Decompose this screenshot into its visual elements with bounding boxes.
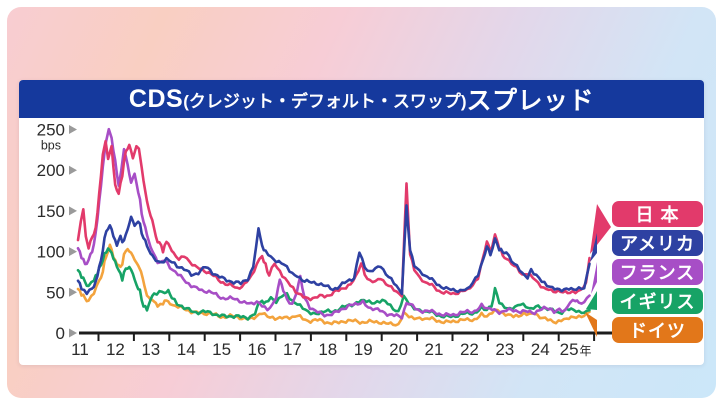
svg-text:15: 15 xyxy=(212,340,231,359)
svg-text:13: 13 xyxy=(141,340,160,359)
series-lines xyxy=(76,127,591,327)
line-フランス xyxy=(76,127,591,320)
svg-text:19: 19 xyxy=(354,340,373,359)
svg-text:200: 200 xyxy=(37,161,65,180)
cds-spread-chart: 250 200 150 100 50 0 bps 11 12 13 14 15 16 17 18 19 20 21… xyxy=(37,121,612,359)
chart-title-paren: (クレジット・デフォルト・スワップ) xyxy=(183,91,467,111)
svg-text:20: 20 xyxy=(389,340,408,359)
chart-title-bar: CDS (クレジット・デフォルト・スワップ) スプレッド xyxy=(19,80,704,118)
svg-text:21: 21 xyxy=(425,340,444,359)
svg-text:18: 18 xyxy=(318,340,337,359)
svg-text:250: 250 xyxy=(37,121,65,140)
chart-title-suffix: スプレッド xyxy=(466,87,595,115)
svg-text:11: 11 xyxy=(71,340,89,359)
x-axis: 11 12 13 14 15 16 17 18 19 20 21 22 23 24 25年 xyxy=(71,331,612,359)
chart-title-prefix: CDS xyxy=(128,84,184,113)
svg-text:bps: bps xyxy=(41,139,61,153)
svg-text:50: 50 xyxy=(46,283,65,302)
svg-text:100: 100 xyxy=(37,243,65,262)
svg-text:16: 16 xyxy=(248,340,267,359)
legend-tails xyxy=(585,204,611,337)
svg-text:0: 0 xyxy=(56,324,65,343)
svg-text:12: 12 xyxy=(106,340,125,359)
line-日本 xyxy=(76,139,591,302)
y-axis: 250 200 150 100 50 0 bps xyxy=(37,121,77,343)
svg-text:22: 22 xyxy=(460,340,479,359)
svg-text:24: 24 xyxy=(531,340,550,359)
svg-text:150: 150 xyxy=(37,202,65,221)
svg-text:25年: 25年 xyxy=(560,340,592,359)
chart-card: CDS (クレジット・デフォルト・スワップ) スプレッド 250 200 150 10… xyxy=(19,80,704,365)
svg-text:17: 17 xyxy=(283,340,302,359)
svg-text:23: 23 xyxy=(495,340,514,359)
line-イギリス xyxy=(76,247,591,321)
svg-text:14: 14 xyxy=(177,340,196,359)
line-アメリカ xyxy=(76,204,591,296)
